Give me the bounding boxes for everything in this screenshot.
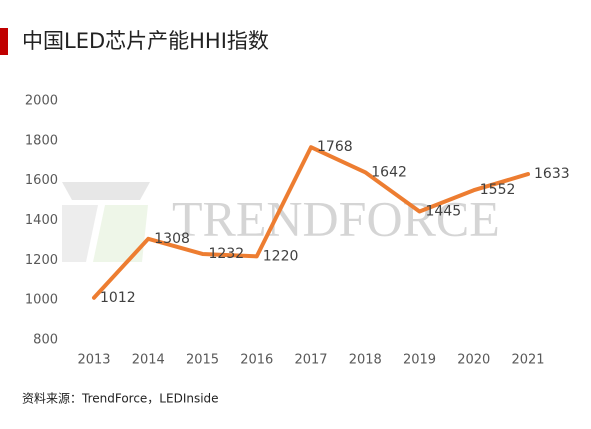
data-label: 1232: [209, 246, 245, 262]
y-tick-label: 1400: [25, 213, 58, 228]
chart-title: 中国LED芯片产能HHI指数: [22, 29, 269, 53]
data-label: 1012: [100, 290, 136, 306]
series-line: [92, 145, 530, 300]
x-tick-label: 2017: [294, 353, 327, 368]
watermark-logo: [62, 182, 150, 262]
data-label: 1220: [263, 248, 299, 264]
y-tick-label: 1200: [25, 253, 58, 268]
x-tick-label: 2014: [132, 353, 165, 368]
x-tick-label: 2018: [349, 353, 382, 368]
y-tick-label: 1600: [25, 173, 58, 188]
y-tick-label: 2000: [25, 94, 58, 109]
x-tick-label: 2019: [403, 353, 436, 368]
x-tick-label: 2021: [511, 353, 544, 368]
data-label: 1768: [317, 139, 353, 155]
y-tick-label: 1800: [25, 133, 58, 148]
y-tick-label: 1000: [25, 293, 58, 308]
title-accent: [0, 28, 8, 55]
source-note: 资料来源：TrendForce，LEDInside: [22, 392, 219, 406]
x-tick-label: 2015: [186, 353, 219, 368]
data-label: 1633: [534, 166, 570, 182]
data-label: 1308: [154, 231, 190, 247]
x-tick-label: 2016: [240, 353, 273, 368]
data-label: 1552: [480, 182, 516, 198]
x-tick-label: 2020: [457, 353, 490, 368]
x-tick-label: 2013: [77, 353, 110, 368]
data-label: 1445: [426, 204, 462, 220]
y-tick-label: 800: [33, 333, 58, 348]
data-label: 1642: [371, 164, 407, 180]
